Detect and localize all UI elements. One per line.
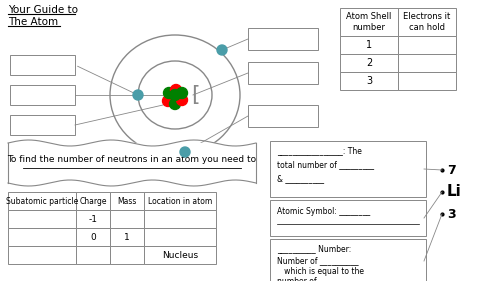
Text: 1: 1 [366,40,372,50]
FancyBboxPatch shape [144,246,216,264]
Circle shape [162,96,173,106]
Text: Charge: Charge [79,196,107,205]
FancyBboxPatch shape [10,55,75,75]
Text: 3: 3 [366,76,372,86]
Text: 1: 1 [124,232,130,241]
FancyBboxPatch shape [144,210,216,228]
Text: The Atom: The Atom [8,17,58,27]
Circle shape [217,45,227,55]
FancyBboxPatch shape [340,54,398,72]
Text: total number of _________: total number of _________ [277,160,374,169]
Text: _________________: The: _________________: The [277,146,362,155]
FancyBboxPatch shape [270,200,426,236]
FancyBboxPatch shape [76,192,110,210]
Text: __________ Number:: __________ Number: [277,244,351,253]
Text: Location in atom: Location in atom [148,196,212,205]
FancyBboxPatch shape [110,246,144,264]
FancyBboxPatch shape [270,141,426,197]
Circle shape [170,85,181,96]
Text: Mass: Mass [118,196,137,205]
FancyBboxPatch shape [340,72,398,90]
Text: 3: 3 [447,207,456,221]
Circle shape [133,90,143,100]
FancyBboxPatch shape [10,85,75,105]
FancyBboxPatch shape [398,36,456,54]
Text: Subatomic particle: Subatomic particle [6,196,78,205]
FancyBboxPatch shape [8,210,76,228]
FancyBboxPatch shape [340,36,398,54]
Circle shape [176,87,188,99]
Polygon shape [8,143,256,183]
FancyBboxPatch shape [76,210,110,228]
FancyBboxPatch shape [248,105,318,127]
FancyBboxPatch shape [8,192,76,210]
Text: 7: 7 [447,164,456,176]
FancyBboxPatch shape [8,228,76,246]
FancyBboxPatch shape [144,228,216,246]
Text: To find the number of neutrons in an atom you need to: To find the number of neutrons in an ato… [8,155,256,164]
Circle shape [180,147,190,157]
FancyBboxPatch shape [340,8,398,36]
Circle shape [176,94,188,105]
Text: Your Guide to: Your Guide to [8,5,78,15]
FancyBboxPatch shape [248,28,318,50]
Text: & __________: & __________ [277,175,324,183]
FancyBboxPatch shape [8,246,76,264]
FancyBboxPatch shape [110,210,144,228]
FancyBboxPatch shape [248,62,318,84]
FancyBboxPatch shape [10,115,75,135]
FancyBboxPatch shape [398,8,456,36]
FancyBboxPatch shape [270,239,426,281]
Text: 0: 0 [90,232,96,241]
Text: Nucleus: Nucleus [162,250,198,259]
FancyBboxPatch shape [110,192,144,210]
FancyBboxPatch shape [110,228,144,246]
FancyBboxPatch shape [76,246,110,264]
Text: Atomic Symbol: ________: Atomic Symbol: ________ [277,207,370,216]
Text: 2: 2 [366,58,372,68]
FancyBboxPatch shape [398,72,456,90]
Text: Atom Shell
number: Atom Shell number [346,12,392,32]
FancyBboxPatch shape [398,54,456,72]
FancyBboxPatch shape [144,192,216,210]
Text: Number of __________: Number of __________ [277,257,358,266]
Circle shape [170,99,180,110]
Text: Electrons it
can hold: Electrons it can hold [404,12,450,32]
Text: Li: Li [447,185,462,200]
Circle shape [170,90,180,101]
Text: [: [ [191,85,200,105]
Text: number of __________: number of __________ [277,277,358,281]
FancyBboxPatch shape [76,228,110,246]
Text: which is equal to the: which is equal to the [277,266,364,275]
Text: -1: -1 [88,214,98,223]
Circle shape [164,87,174,99]
